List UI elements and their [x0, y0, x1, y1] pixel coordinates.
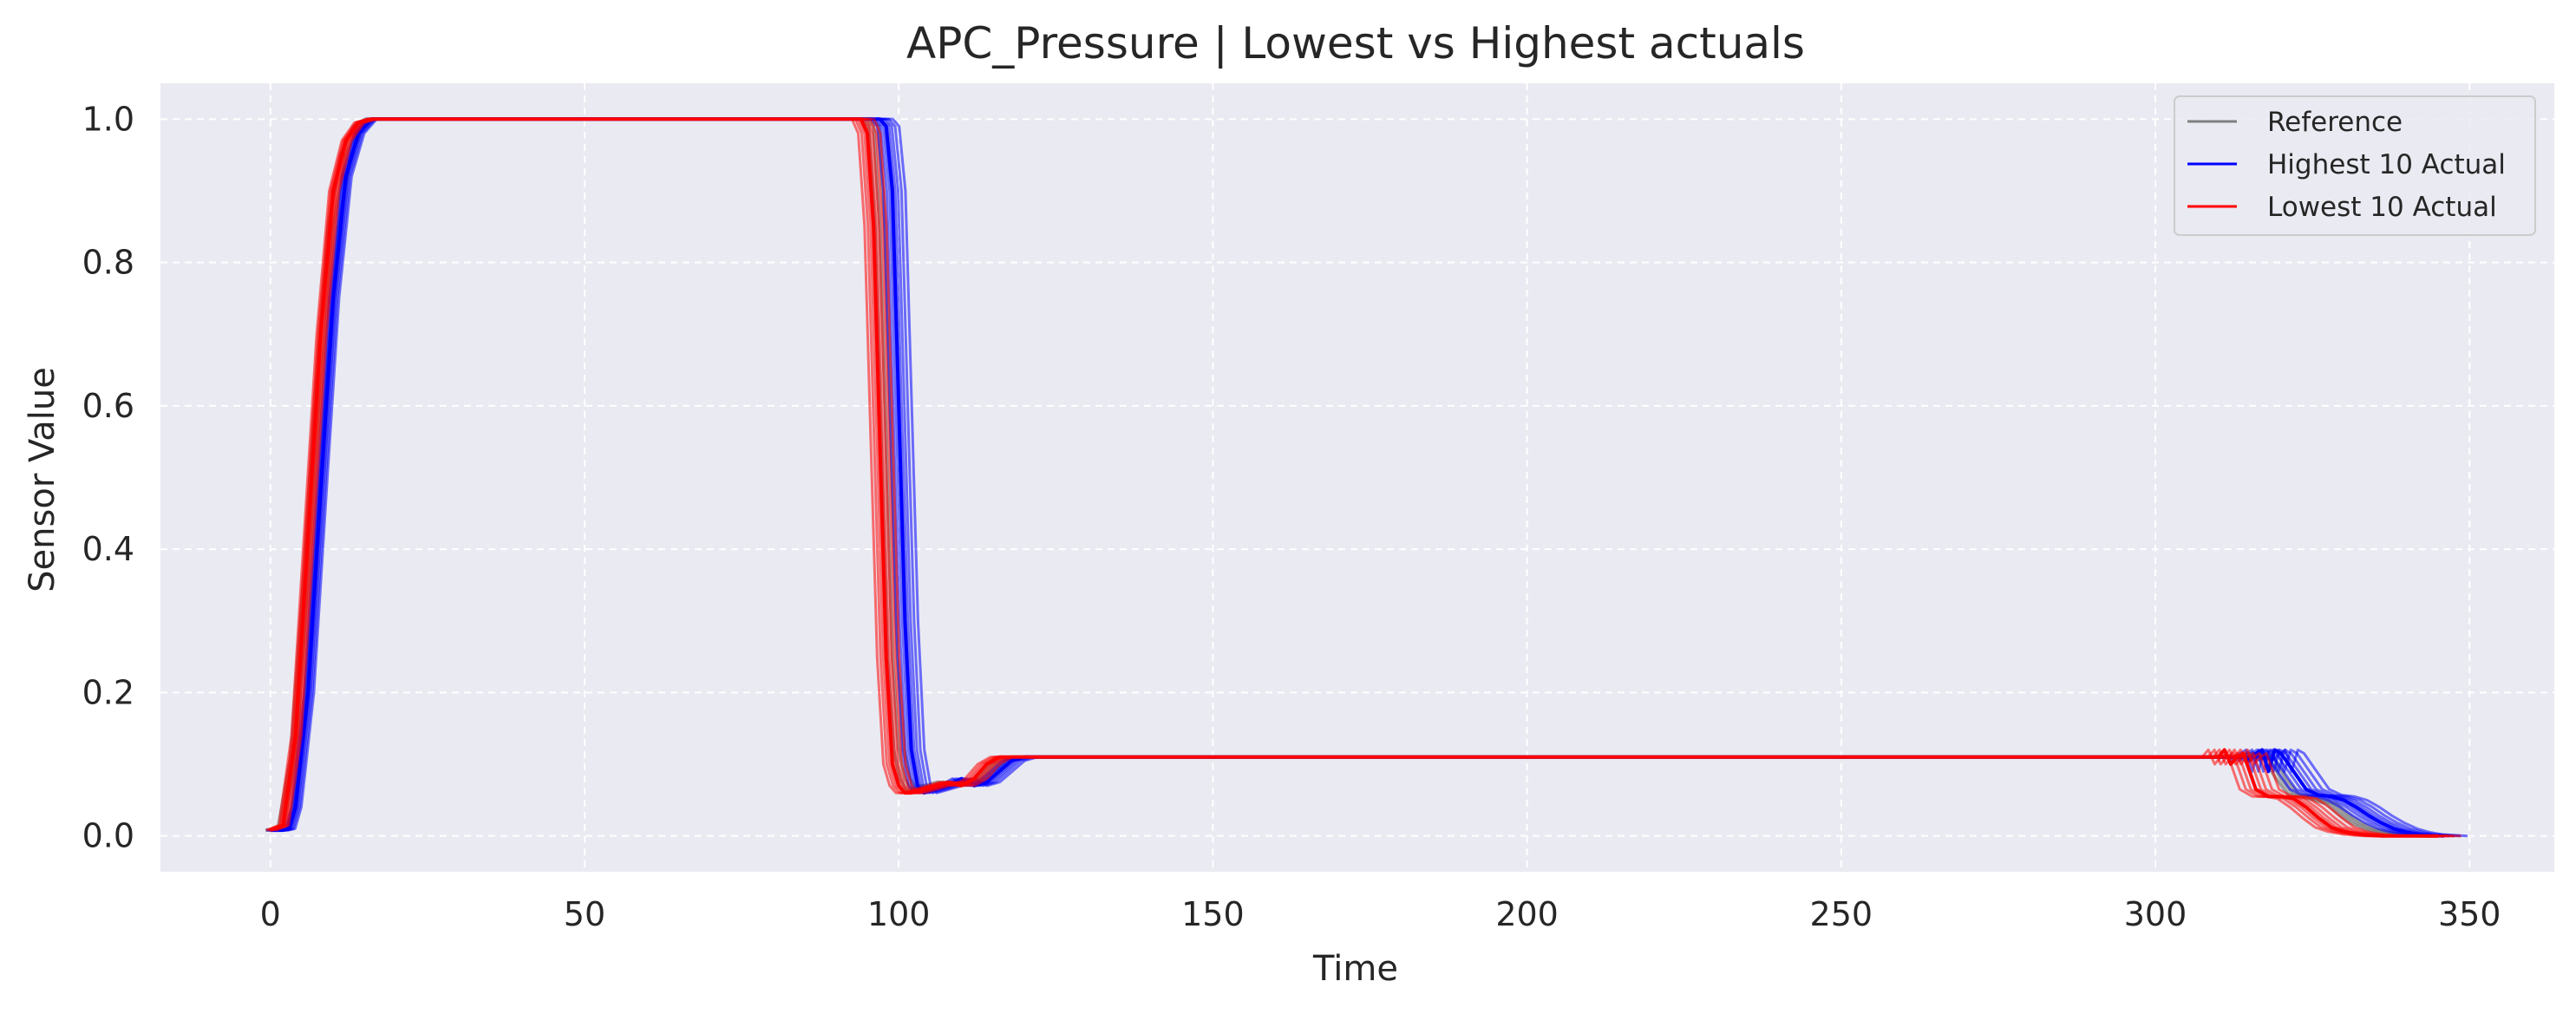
y-tick-label: 0.0 — [82, 817, 134, 855]
legend: Reference Highest 10 Actual Lowest 10 Actu… — [2174, 95, 2536, 236]
legend-label: Highest 10 Actual — [2267, 149, 2506, 180]
y-tick-label: 0.4 — [82, 530, 134, 568]
x-tick-label: 200 — [1495, 895, 1559, 933]
y-tick-label: 1.0 — [82, 100, 134, 138]
legend-label: Reference — [2267, 107, 2403, 138]
series-2 — [265, 117, 2462, 838]
x-tick-label: 50 — [564, 895, 605, 933]
y-tick-label: 0.2 — [82, 673, 134, 711]
y-axis-label: Sensor Value — [23, 367, 62, 592]
chart-title: APC_Pressure | Lowest vs Highest actuals — [906, 18, 1805, 69]
x-tick-label: 350 — [2438, 895, 2501, 933]
series-line — [270, 117, 2445, 838]
x-tick-labels: 0 50 100 150 200 250 300 350 — [260, 895, 2501, 933]
series-line — [274, 117, 2461, 838]
series-1 — [266, 117, 2468, 838]
legend-box — [2174, 95, 2536, 236]
legend-label: Lowest 10 Actual — [2267, 192, 2497, 223]
series-line — [270, 117, 2438, 838]
grid — [160, 83, 2554, 872]
x-tick-label: 250 — [1810, 895, 1873, 933]
series-layer — [265, 117, 2468, 838]
y-tick-label: 0.6 — [82, 387, 134, 425]
x-axis-label: Time — [1312, 949, 1398, 989]
series-line — [276, 117, 2468, 838]
y-tick-labels: 0.0 0.2 0.4 0.6 0.8 1.0 — [82, 100, 134, 854]
x-tick-label: 300 — [2124, 895, 2187, 933]
x-tick-label: 0 — [260, 895, 281, 933]
y-tick-label: 0.8 — [82, 244, 134, 282]
x-tick-label: 100 — [867, 895, 931, 933]
x-tick-label: 150 — [1181, 895, 1245, 933]
